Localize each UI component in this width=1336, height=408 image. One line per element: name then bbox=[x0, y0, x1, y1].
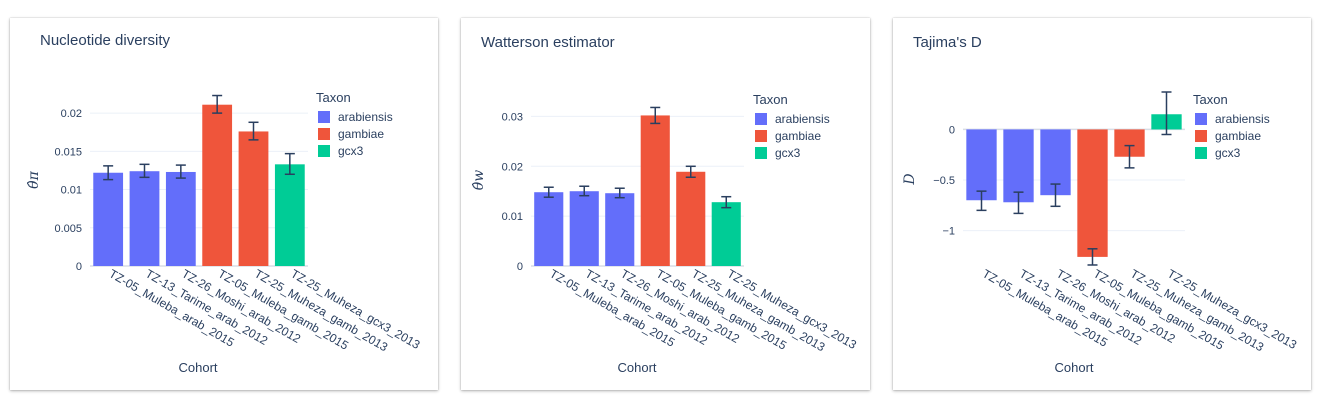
legend-item-arabiensis: arabiensis bbox=[338, 110, 393, 124]
bar-TZ-25_Muheza_gamb_2013 bbox=[238, 131, 269, 266]
chart-panel-nucleotide-diversity: Nucleotide diversity 0 0.005 0.01 0.015 0.02 θ… bbox=[10, 18, 438, 390]
legend-swatch-gcx3 bbox=[318, 145, 330, 157]
y-tick-label: 0.02 bbox=[61, 108, 82, 120]
legend-item-gambiae: gambiae bbox=[1215, 129, 1261, 143]
bar-TZ-26_Moshi_arab_2012 bbox=[165, 171, 196, 266]
legend-item-gambiae: gambiae bbox=[338, 127, 384, 141]
chart-svg-watterson-estimator: Watterson estimator00.010.020.03θ̂wTZ-05… bbox=[471, 34, 859, 375]
bar-TZ-25_Muheza_gcx3_2013 bbox=[711, 202, 741, 266]
bar-TZ-13_Tarime_arab_2012 bbox=[129, 171, 160, 266]
bar-TZ-13_Tarime_arab_2012 bbox=[1003, 129, 1034, 203]
y-tick-label: 0 bbox=[517, 261, 523, 273]
y-tick-label: 0.01 bbox=[61, 185, 82, 197]
x-axis-title: Cohort bbox=[178, 360, 217, 375]
y-tick-label: 0.005 bbox=[54, 223, 82, 235]
legend-swatch-arabiensis bbox=[318, 111, 330, 123]
y-tick-label: 0 bbox=[949, 124, 955, 136]
legend-swatch-gambiae bbox=[318, 128, 330, 140]
legend-swatch-gcx3 bbox=[1195, 147, 1207, 159]
legend-item-gcx3: gcx3 bbox=[338, 144, 364, 158]
y-tick-label: 0.015 bbox=[54, 146, 82, 158]
chart-title: Nucleotide diversity bbox=[40, 32, 171, 49]
chart-title: Tajima's D bbox=[913, 34, 982, 51]
y-axis-title: D bbox=[902, 173, 918, 185]
legend-item-arabiensis: arabiensis bbox=[1215, 112, 1270, 126]
bar-TZ-25_Muheza_gcx3_2013 bbox=[274, 164, 305, 266]
chart-svg-tajimas-d: Tajima's D−1−0.50DTZ-05_Muleba_arab_2015… bbox=[902, 34, 1299, 375]
chart-panel-tajimas-d: Tajima's D −1 −0.5 0 D TZ-05_Muleba_arab_2015… bbox=[893, 18, 1311, 390]
y-tick-label: −0.5 bbox=[933, 175, 955, 187]
y-tick-label: 0.03 bbox=[502, 111, 523, 123]
legend-swatch-gambiae bbox=[755, 130, 767, 142]
legend-title: Taxon bbox=[1193, 92, 1228, 107]
y-tick-label: 0.02 bbox=[502, 161, 523, 173]
y-tick-label: 0.01 bbox=[502, 211, 523, 223]
chart-panel-watterson-estimator: Watterson estimator 0 0.01 0.02 0.03 θ̂w TZ-05… bbox=[461, 18, 870, 390]
y-axis-title: θ̂π bbox=[26, 170, 42, 188]
legend-swatch-gambiae bbox=[1195, 130, 1207, 142]
legend-swatch-arabiensis bbox=[1195, 113, 1207, 125]
bar-TZ-05_Muleba_gamb_2015 bbox=[202, 104, 233, 266]
bar-TZ-05_Muleba_gamb_2015 bbox=[640, 115, 670, 266]
y-axis-title: θ̂w bbox=[471, 170, 487, 190]
y-tick-label: 0 bbox=[76, 261, 82, 273]
legend-title: Taxon bbox=[753, 92, 788, 107]
legend-item-gambiae: gambiae bbox=[775, 129, 821, 143]
bar-TZ-05_Muleba_arab_2015 bbox=[966, 129, 997, 201]
x-axis-title: Cohort bbox=[617, 360, 656, 375]
legend-title: Taxon bbox=[316, 90, 351, 105]
legend-item-arabiensis: arabiensis bbox=[775, 112, 830, 126]
x-axis-title: Cohort bbox=[1054, 360, 1093, 375]
legend-item-gcx3: gcx3 bbox=[1215, 146, 1241, 160]
bar-TZ-13_Tarime_arab_2012 bbox=[569, 191, 599, 266]
y-tick-label: −1 bbox=[942, 226, 955, 238]
bar-TZ-05_Muleba_arab_2015 bbox=[93, 172, 124, 266]
bar-TZ-25_Muheza_gamb_2013 bbox=[676, 171, 706, 266]
chart-svg-nucleotide-diversity: Nucleotide diversity 0 0.005 0.01 0.015 0.02 θ… bbox=[26, 32, 423, 375]
legend-item-gcx3: gcx3 bbox=[775, 146, 801, 160]
bar-TZ-05_Muleba_gamb_2015 bbox=[1077, 129, 1108, 257]
bar-TZ-26_Moshi_arab_2012 bbox=[605, 193, 635, 266]
legend-swatch-gcx3 bbox=[755, 147, 767, 159]
chart-title: Watterson estimator bbox=[481, 34, 615, 51]
bar-TZ-05_Muleba_arab_2015 bbox=[534, 192, 564, 266]
legend-swatch-arabiensis bbox=[755, 113, 767, 125]
